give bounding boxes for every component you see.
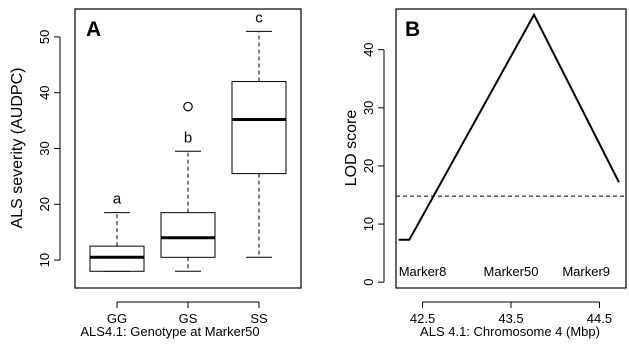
panel-a-ylabel: ALS severity (AUDPC) (9, 68, 26, 229)
panel-b-y-tick-label: 30 (361, 101, 376, 115)
box-iqr (231, 81, 287, 175)
panel-b-ylabel: LOD score (343, 110, 360, 187)
panel-a-frame (74, 8, 302, 289)
panel-a-x-tick-label: GS (179, 311, 198, 326)
panel-a-y-axis: 10 20 30 40 50 (37, 30, 61, 267)
panel-b-y-tick-label: 10 (361, 217, 376, 231)
panel-b-y-tick-label: 40 (361, 42, 376, 56)
marker-label: Marker50 (484, 264, 539, 279)
group-letter: a (113, 191, 122, 208)
panel-b-x-tick-label: 44.5 (587, 311, 612, 326)
box-group-gs: b (160, 101, 216, 272)
box-group-ss: c (231, 9, 287, 258)
panel-a-x-tick-label: GG (107, 311, 127, 326)
panel-b-y-tick-label: 0 (361, 279, 376, 286)
panel-a-y-tick-label: 10 (37, 253, 52, 267)
group-letter: b (184, 129, 192, 146)
panel-a-label: A (86, 18, 101, 41)
marker-label: Marker9 (562, 264, 610, 279)
marker-label: Marker8 (399, 264, 447, 279)
panel-b-label: B (405, 18, 420, 41)
group-letter: c (255, 9, 263, 26)
panel-b-frame (395, 8, 627, 289)
panel-b-x-axis: 42.5 43.5 44.5 (410, 301, 612, 326)
panel-b-x-tick-label: 42.5 (410, 311, 435, 326)
panel-a-y-tick-label: 30 (37, 141, 52, 155)
panel-a-y-tick-label: 20 (37, 197, 52, 211)
panel-a-xlabel: ALS4.1: Genotype at Marker50 (80, 324, 259, 339)
box-iqr (160, 212, 216, 258)
panel-b-y-tick-label: 20 (361, 159, 376, 173)
panel-a-y-tick-label: 40 (37, 85, 52, 99)
panel-b-y-axis: 0 10 20 30 40 (361, 42, 385, 286)
panel-a-x-tick-label: SS (250, 311, 268, 326)
panel-b-lod-plot: B LOD score ALS 4.1: Chromosome 4 (Mbp) … (343, 8, 627, 339)
panel-b-xlabel: ALS 4.1: Chromosome 4 (Mbp) (420, 324, 600, 339)
lod-curve (398, 12, 620, 241)
panel-a-boxplot: A ALS severity (AUDPC) ALS4.1: Genotype … (9, 8, 302, 339)
panel-a-boxes: a b c (89, 9, 287, 272)
panel-a-y-tick-label: 50 (37, 30, 52, 44)
panel-a-x-axis: GG GS SS (107, 301, 268, 326)
outlier-point (183, 101, 193, 112)
panel-b-x-tick-label: 43.5 (498, 311, 523, 326)
panel-b-plot-area: Marker8 Marker50 Marker9 (396, 12, 626, 279)
box-group-gg: a (89, 191, 145, 272)
